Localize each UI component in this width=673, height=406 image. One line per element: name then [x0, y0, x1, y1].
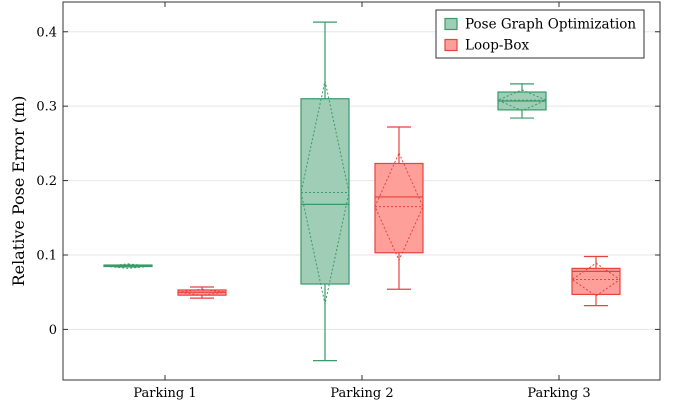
series-pose-graph-optimization: [103, 21, 548, 362]
std-diamond: [103, 263, 153, 269]
plot-area-frame: [62, 1, 661, 381]
grid-lines: [63, 31, 660, 330]
legend-label: Pose Graph Optimization: [465, 17, 636, 33]
box-iqr: [374, 162, 424, 254]
box-iqr: [571, 267, 621, 296]
y-axis-title: Relative Pose Error (m): [9, 96, 28, 287]
x-tick-label: Parking 1: [133, 386, 196, 401]
std-diamond: [300, 80, 350, 305]
legend-box: [435, 9, 645, 59]
x-tick-label: Parking 3: [527, 386, 590, 401]
legend-swatch: [444, 38, 458, 52]
std-diamond: [571, 262, 621, 297]
std-diamond: [496, 89, 548, 112]
box-iqr: [300, 98, 350, 285]
std-diamond: [374, 151, 424, 262]
legend: Pose Graph Optimization Loop-Box: [435, 9, 645, 59]
axes: 0 0.1 0.2 0.3 0.4 Parking 1 Parking 2 Parking 3: [36, 2, 660, 401]
series-loop-box: [177, 126, 621, 307]
box-plot-series: [103, 21, 621, 362]
legend-swatch: [444, 17, 458, 31]
y-tick-label: 0: [49, 323, 57, 338]
x-tick-label: Parking 2: [330, 386, 393, 401]
y-tick-label: 0.2: [36, 174, 57, 189]
y-tick-label: 0.3: [36, 100, 57, 115]
legend-label: Loop-Box: [465, 38, 529, 54]
y-tick-label: 0.4: [36, 25, 57, 40]
std-diamond: [177, 288, 227, 296]
y-tick-label: 0.1: [36, 248, 57, 263]
